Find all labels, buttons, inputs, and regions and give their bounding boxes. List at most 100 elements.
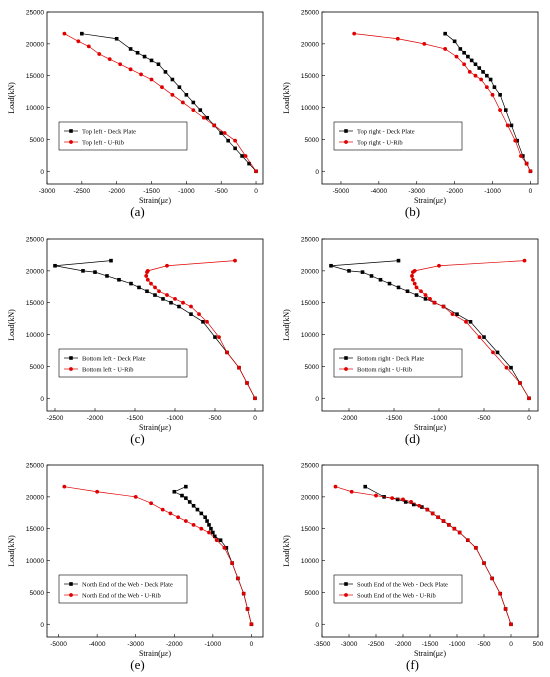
y-tick-label: 10000 (26, 558, 44, 565)
x-tick-label: -3000 (408, 188, 425, 195)
y-tick-label: 10000 (301, 558, 319, 565)
data-point (528, 169, 533, 174)
data-point (199, 511, 204, 516)
data-point (410, 274, 414, 278)
data-point (443, 31, 447, 36)
x-tick-label: -1500 (127, 415, 144, 422)
data-point (218, 538, 223, 542)
data-point (189, 312, 193, 316)
data-point (524, 161, 529, 166)
data-point (163, 70, 168, 74)
x-tick-label: 0 (250, 641, 254, 648)
data-point (62, 484, 67, 489)
legend-box (58, 121, 188, 151)
data-point (230, 561, 235, 566)
data-point (149, 281, 153, 286)
data-point (205, 519, 209, 523)
data-point (197, 312, 201, 317)
data-point (468, 320, 473, 324)
series-line (330, 260, 530, 399)
data-point (198, 108, 203, 112)
plot-frame (321, 464, 539, 638)
legend-marker (69, 356, 73, 360)
data-point (249, 622, 254, 627)
data-point (481, 70, 485, 74)
y-tick-label: 25000 (301, 10, 319, 17)
data-point (374, 493, 378, 498)
data-point (378, 277, 383, 282)
legend-entry: Top left - Deck Plate (82, 128, 136, 135)
data-point (135, 50, 140, 55)
x-tick-label: -4000 (89, 641, 106, 648)
y-tick-label: 15000 (26, 526, 44, 533)
series-line (335, 486, 512, 625)
y-tick-label: 25000 (301, 237, 319, 244)
data-point (423, 297, 428, 301)
chart-d-plot: -2000 -1500 -1000 -500 0 0 5000 10000 15000 20000… (282, 237, 539, 432)
chart-panel-e: -5000 -4000 -3000 -2000 -1000 0 0 5000 10000 1500… (5, 457, 270, 677)
data-point (109, 258, 113, 263)
y-tick-label: 15000 (26, 300, 44, 307)
data-point (177, 85, 182, 89)
x-tick-label: -1500 (143, 188, 160, 195)
data-point (492, 85, 497, 89)
data-point (161, 297, 165, 301)
chart-c-caption: (c) (130, 431, 145, 446)
y-axis-label: Load(kN) (282, 535, 291, 567)
x-tick-label: 500 (533, 641, 544, 648)
series-line (365, 486, 512, 625)
data-point (333, 484, 338, 489)
data-point (203, 515, 207, 520)
chart-c-plot: -2500 -2000 -1500 -1000 -500 0 0 5000 10000 15000… (7, 237, 264, 432)
y-tick-label: 15000 (26, 73, 44, 80)
data-point (396, 285, 401, 290)
x-tick-label: -3000 (39, 188, 56, 195)
x-axis-label: Strain(με) (139, 196, 171, 205)
x-tick-label: -1000 (449, 641, 466, 648)
data-point (441, 519, 446, 523)
chart-panel-f: -3500 -3000 -2500 -2000 -1500 -1000 -500 0 500 0 5… (280, 457, 545, 677)
data-point (199, 526, 204, 531)
legend-entry: Top right - Deck Plate (357, 128, 415, 135)
legend-box (333, 348, 463, 378)
y-tick-label: 15000 (301, 73, 319, 80)
series-line (411, 260, 530, 399)
data-point (253, 396, 257, 401)
x-tick-label: -1000 (431, 415, 448, 422)
legend-entry: South End of the Web - Deck Plate (357, 581, 448, 588)
data-point (165, 293, 169, 297)
data-point (191, 503, 196, 508)
legend-marker (69, 367, 73, 371)
series-line (81, 33, 257, 172)
data-point (118, 62, 123, 67)
data-point (490, 92, 495, 97)
x-tick-label: -5000 (50, 641, 67, 648)
data-point (212, 534, 217, 539)
data-point (236, 576, 240, 581)
y-axis-label: Load(kN) (7, 535, 16, 567)
y-tick-label: 20000 (26, 494, 44, 501)
data-point (387, 281, 392, 286)
data-point (207, 530, 211, 535)
data-point (423, 293, 428, 297)
y-tick-label: 10000 (26, 105, 44, 112)
data-point (173, 296, 177, 301)
data-point (527, 396, 531, 401)
data-point (443, 47, 448, 51)
y-tick-label: 10000 (301, 105, 319, 112)
data-point (430, 511, 435, 516)
data-point (467, 69, 472, 74)
data-point (137, 285, 141, 290)
data-point (145, 289, 149, 294)
data-point (509, 365, 513, 370)
data-point (86, 44, 91, 49)
data-point (205, 115, 210, 120)
data-point (412, 281, 417, 286)
data-point (247, 161, 251, 166)
y-axis-label: Load(kN) (7, 309, 16, 341)
x-tick-label: 0 (254, 188, 258, 195)
data-point (80, 31, 84, 36)
y-tick-label: 20000 (301, 268, 319, 275)
legend-marker (69, 582, 73, 586)
data-point (142, 54, 147, 59)
